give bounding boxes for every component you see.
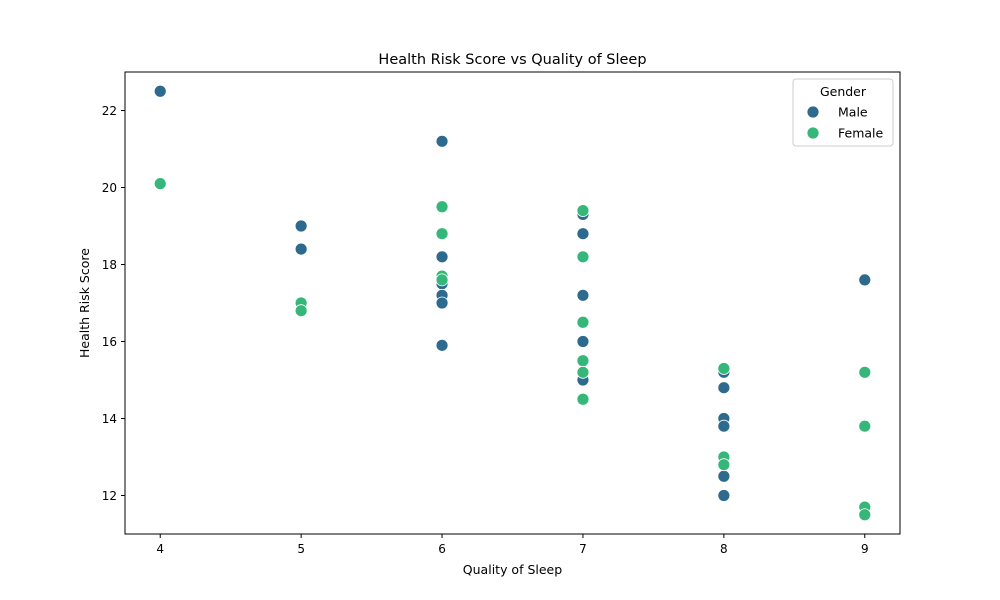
point-female-2 [294,304,308,318]
y-tick-label: 20 [102,181,117,195]
plot-frame [124,71,901,535]
y-tick-label: 18 [102,258,117,272]
point-female-17 [858,419,872,433]
y-tick-label: 14 [102,412,117,426]
y-axis-label: Health Risk Score [77,248,92,358]
point-male-1 [294,219,308,233]
x-tick-label: 5 [297,542,305,556]
point-female-15 [717,458,731,472]
point-female-19 [858,508,872,522]
y-axis-ticks: 12 14 16 18 20 22 [102,104,125,503]
legend-marker-male [806,105,820,119]
point-male-10 [576,227,590,241]
point-male-12 [576,335,590,348]
x-tick-label: 8 [720,542,728,556]
point-male-19 [717,489,731,502]
x-axis-ticks: 4 5 6 7 8 9 [156,534,869,556]
legend-title: Gender [820,84,867,99]
x-tick-label: 9 [861,542,869,556]
y-tick-label: 16 [102,335,117,349]
plot-area [153,84,872,522]
point-female-3 [435,200,449,214]
x-tick-label: 7 [579,542,587,556]
point-male-11 [576,288,590,302]
point-female-4 [435,227,449,241]
chart-title: Health Risk Score vs Quality of Sleep [378,52,646,68]
point-male-18 [717,469,731,483]
point-male-0 [153,84,167,98]
point-male-3 [435,134,449,148]
point-female-8 [576,250,590,264]
point-female-10 [576,354,590,368]
point-female-6 [435,273,449,287]
point-male-7 [435,296,449,310]
point-female-9 [576,315,590,329]
point-female-13 [717,362,731,375]
legend-label-male: Male [838,105,868,120]
point-male-4 [435,250,449,264]
legend-label-female: Female [838,126,884,141]
legend: Gender Male Female [792,78,894,147]
point-male-15 [717,381,731,395]
point-female-0 [153,177,167,191]
point-male-2 [294,242,308,256]
point-male-17 [717,419,731,433]
y-tick-label: 22 [102,104,117,118]
point-female-16 [858,365,872,379]
point-female-7 [576,204,590,218]
x-tick-label: 6 [438,542,446,556]
y-tick-label: 12 [102,489,117,503]
legend-marker-female [806,126,820,140]
point-female-12 [576,392,590,406]
point-male-8 [435,338,449,352]
point-male-20 [858,273,872,287]
x-tick-label: 4 [156,542,164,556]
point-female-11 [576,365,590,379]
x-axis-label: Quality of Sleep [463,562,562,577]
